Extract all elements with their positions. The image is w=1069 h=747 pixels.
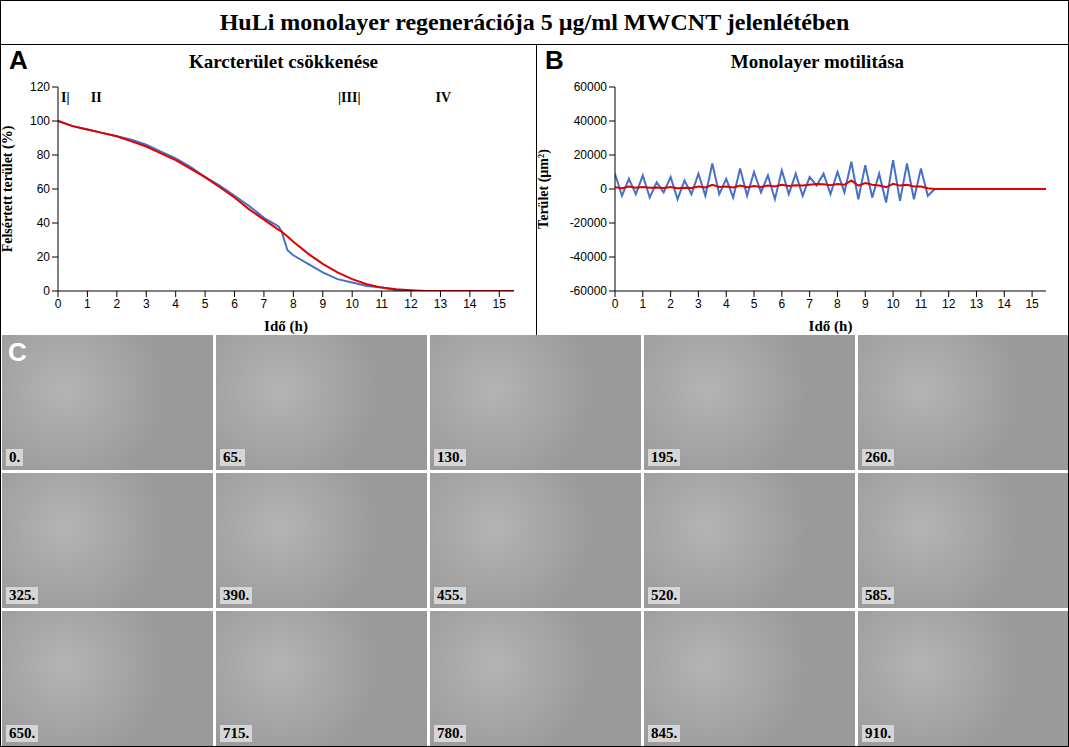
html-text:Karcterület csökkenése: Karcterület csökkenése	[189, 51, 378, 72]
svg-text:7: 7	[806, 297, 813, 311]
svg-text:9: 9	[319, 297, 326, 311]
svg-text:IV: IV	[436, 90, 452, 105]
svg-text:11: 11	[915, 297, 928, 311]
html-text:455.: 455.	[437, 587, 464, 603]
html-text:130.: 130.	[437, 449, 464, 465]
svg-text:15: 15	[1025, 297, 1039, 311]
svg-text:II: II	[91, 90, 102, 105]
html-text:845.: 845.	[651, 725, 678, 741]
svg-text:80: 80	[37, 148, 51, 162]
html-text:390.: 390.	[223, 587, 250, 603]
svg-text:7: 7	[261, 297, 268, 311]
svg-text:100: 100	[30, 114, 50, 128]
svg-text:12: 12	[404, 297, 418, 311]
html-text:0.: 0.	[9, 449, 21, 465]
html-text:520.: 520.	[651, 587, 678, 603]
svg-text:6: 6	[778, 297, 785, 311]
svg-text:8: 8	[290, 297, 297, 311]
svg-text:0: 0	[43, 284, 50, 298]
svg-text:-40000: -40000	[570, 250, 608, 264]
svg-text:I|: I|	[61, 90, 70, 105]
svg-text:15: 15	[493, 297, 507, 311]
svg-text:1: 1	[639, 297, 646, 311]
html-text:585.: 585.	[865, 587, 892, 603]
svg-text:11: 11	[375, 297, 388, 311]
svg-text:0: 0	[612, 297, 619, 311]
svg-text:20000: 20000	[574, 148, 608, 162]
svg-text:10: 10	[346, 297, 360, 311]
svg-text:120: 120	[30, 80, 50, 94]
html-text:260.: 260.	[865, 449, 892, 465]
html-text:65.: 65.	[223, 449, 242, 465]
svg-text:12: 12	[942, 297, 956, 311]
svg-text:40000: 40000	[574, 114, 608, 128]
svg-text:40: 40	[37, 216, 51, 230]
svg-text:Felsértett terület (%): Felsértett terület (%)	[1, 125, 16, 252]
svg-text:14: 14	[463, 297, 477, 311]
html-text:325.: 325.	[9, 587, 36, 603]
svg-text:13: 13	[970, 297, 984, 311]
svg-text:-60000: -60000	[570, 284, 608, 298]
svg-text:|III|: |III|	[338, 90, 361, 105]
html-text:195.: 195.	[651, 449, 678, 465]
html-text:715.: 715.	[223, 725, 250, 741]
html-text:Monolayer motilitása: Monolayer motilitása	[730, 51, 905, 72]
svg-text:13: 13	[434, 297, 448, 311]
html-text:B: B	[545, 45, 564, 75]
svg-text:Idő (h): Idő (h)	[809, 318, 853, 335]
svg-text:20: 20	[37, 250, 51, 264]
svg-text:-20000: -20000	[570, 216, 608, 230]
svg-text:8: 8	[834, 297, 841, 311]
svg-text:9: 9	[862, 297, 869, 311]
svg-text:3: 3	[143, 297, 150, 311]
svg-text:4: 4	[172, 297, 179, 311]
html-text:HuLi monolayer regenerációja 5: HuLi monolayer regenerációja 5 µg/ml MWC…	[219, 9, 850, 35]
svg-text:3: 3	[695, 297, 702, 311]
svg-text:4: 4	[723, 297, 730, 311]
svg-text:5: 5	[751, 297, 758, 311]
svg-text:2: 2	[113, 297, 120, 311]
html-text:910.: 910.	[865, 725, 892, 741]
svg-text:60: 60	[37, 182, 51, 196]
svg-text:0: 0	[600, 182, 607, 196]
svg-text:14: 14	[998, 297, 1012, 311]
svg-text:0: 0	[55, 297, 62, 311]
svg-text:1: 1	[84, 297, 91, 311]
svg-text:Terület (µm²): Terület (µm²)	[537, 149, 552, 229]
svg-text:2: 2	[667, 297, 674, 311]
html-text:650.: 650.	[9, 725, 36, 741]
svg-text:Idő (h): Idő (h)	[264, 318, 308, 335]
svg-text:5: 5	[202, 297, 209, 311]
svg-text:10: 10	[886, 297, 900, 311]
svg-text:6: 6	[231, 297, 238, 311]
html-text:C: C	[8, 337, 27, 367]
html-text:A: A	[9, 45, 28, 75]
svg-text:60000: 60000	[574, 80, 608, 94]
html-text:780.: 780.	[437, 725, 464, 741]
